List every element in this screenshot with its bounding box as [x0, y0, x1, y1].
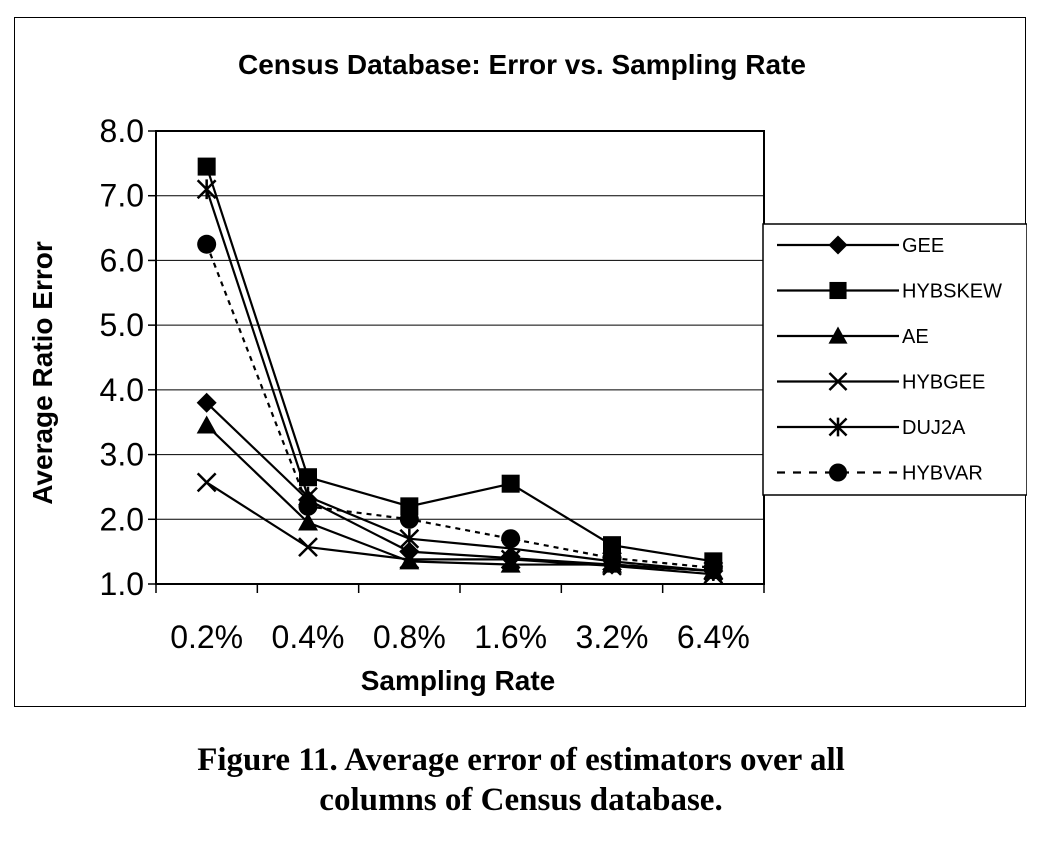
series-line-hybvar [205, 243, 714, 569]
legend-marker-ae [828, 326, 848, 344]
x-tick-label-3: 1.6% [474, 619, 547, 655]
legend-label-ae: AE [902, 326, 929, 348]
series-layer [196, 157, 724, 585]
legend-box [762, 223, 1027, 496]
legend-marker-gee [828, 235, 848, 255]
caption-line-1: Figure 11. Average error of estimators o… [197, 742, 845, 778]
legend-marker-duj2a [828, 417, 848, 437]
point-hybvar-5 [703, 558, 723, 578]
y-tick-label-7: 8.0 [100, 113, 144, 149]
series-line-gee [205, 402, 714, 573]
legend-item-hybgee: HYBGEE [777, 372, 985, 394]
point-hybvar-4 [602, 548, 622, 568]
point-gee-0 [196, 392, 217, 413]
legend-item-gee: GEE [777, 235, 944, 257]
legend-label-hybgee: HYBGEE [902, 372, 985, 394]
series-line-duj2a [205, 188, 714, 573]
point-hybskew-4 [603, 536, 621, 555]
point-hybgee-2 [399, 549, 420, 570]
legend-marker-hybgee [828, 372, 848, 391]
series-hybskew [197, 157, 723, 571]
series-line-hybgee [206, 481, 714, 576]
legend-item-hybskew: HYBSKEW [777, 281, 1002, 303]
y-tick-label-5: 6.0 [100, 242, 144, 278]
legend-marker-hybvar [828, 463, 848, 482]
point-hybgee-0 [196, 472, 217, 493]
point-hybskew-0 [197, 157, 216, 176]
x-axis-label: Sampling Rate [361, 665, 555, 696]
series-hybvar [197, 234, 723, 578]
caption-line-2: columns of Census database. [319, 782, 723, 818]
x-tick-label-5: 6.4% [677, 619, 750, 655]
chart-frame: Census Database: Error vs. Sampling Rate… [14, 17, 1027, 707]
x-tick-label-2: 0.8% [373, 619, 446, 655]
y-tick-label-2: 3.0 [100, 437, 144, 473]
legend: GEE HYBSKEW AE HYBGEE DUJ2A HYBVAR [762, 223, 1027, 496]
point-duj2a-2 [399, 528, 420, 549]
y-tick-label-1: 2.0 [100, 501, 144, 537]
point-hybskew-3 [501, 474, 520, 493]
y-tick-label-4: 5.0 [100, 307, 144, 343]
legend-item-ae: AE [777, 326, 929, 348]
figure-caption: Figure 11. Average error of estimators o… [0, 740, 1042, 820]
legend-item-hybvar: HYBVAR [777, 463, 983, 485]
legend-items: GEE HYBSKEW AE HYBGEE DUJ2A HYBVAR [777, 235, 1002, 485]
point-duj2a-0 [196, 179, 217, 200]
plot-area-border [155, 130, 765, 585]
series-line-ae [205, 424, 714, 573]
point-hybskew-2 [400, 497, 419, 516]
y-tick-label-3: 4.0 [100, 372, 144, 408]
legend-label-hybvar: HYBVAR [902, 463, 983, 485]
legend-marker-hybskew [829, 281, 847, 300]
point-hybvar-3 [501, 529, 521, 549]
point-hybvar-2 [399, 509, 419, 529]
x-tick-label-1: 0.4% [272, 619, 345, 655]
legend-label-gee: GEE [902, 235, 944, 257]
axis-layer: 1.0 2.0 3.0 4.0 5.0 6.0 7.0 8.0 0.2% 0.4% 0.8% 1.6%… [100, 113, 765, 655]
y-axis-label: Average Ratio Error [27, 241, 58, 505]
legend-label-hybskew: HYBSKEW [902, 281, 1002, 303]
y-tick-label-0: 1.0 [100, 566, 144, 602]
series-line-hybskew [205, 166, 714, 563]
series-gee [196, 392, 724, 582]
point-hybvar-0 [197, 234, 217, 254]
legend-item-duj2a: DUJ2A [777, 417, 966, 439]
point-ae-3 [500, 554, 521, 573]
point-hybgee-1 [298, 537, 318, 557]
chart-svg: Census Database: Error vs. Sampling Rate… [27, 49, 1027, 696]
y-tick-label-6: 7.0 [100, 178, 144, 214]
x-tick-label-0: 0.2% [170, 619, 243, 655]
point-hybvar-1 [298, 496, 318, 516]
chart-title: Census Database: Error vs. Sampling Rate [238, 49, 806, 80]
grid-layer [156, 130, 764, 585]
legend-label-duj2a: DUJ2A [902, 417, 966, 439]
point-ae-0 [196, 415, 217, 434]
point-ae-1 [298, 512, 318, 531]
x-tick-label-4: 3.2% [576, 619, 649, 655]
